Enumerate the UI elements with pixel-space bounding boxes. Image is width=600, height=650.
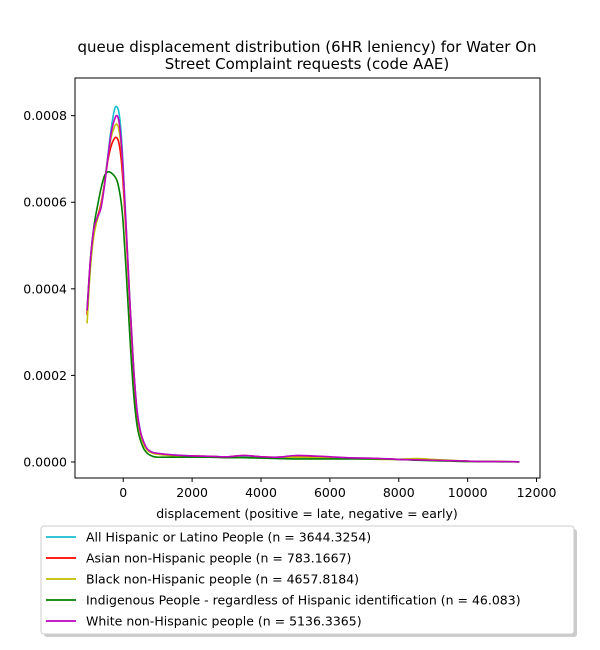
x-tick-label: 12000 [517, 485, 557, 500]
legend: All Hispanic or Latino People (n = 3644.… [40, 525, 577, 637]
legend-label-5: White non-Hispanic people (n = 5136.3365… [86, 614, 362, 629]
x-tick-label: 8000 [383, 485, 415, 500]
plot-frame [74, 77, 541, 479]
plot-area [75, 78, 540, 478]
legend-entries: All Hispanic or Latino People (n = 3644.… [46, 530, 521, 629]
legend-label-3: Black non-Hispanic people (n = 4657.8184… [86, 572, 359, 587]
legend-label-4: Indigenous People - regardless of Hispan… [86, 593, 521, 608]
x-tick-label: 4000 [245, 485, 277, 500]
x-axis: 0 2000 4000 6000 8000 10000 12000 [119, 478, 556, 500]
series-layer [86, 105, 520, 463]
y-tick-label: 0.0004 [23, 281, 67, 296]
x-tick-label: 2000 [176, 485, 208, 500]
legend-box [40, 525, 575, 635]
chart-title-line-2: Street Complaint requests (code AAE) [165, 55, 449, 73]
chart-title-line-1: queue displacement distribution (6HR len… [77, 38, 536, 56]
x-tick-label: 6000 [314, 485, 346, 500]
x-axis-label: displacement (positive = late, negative … [156, 506, 458, 521]
legend-label-2: Asian non-Hispanic people (n = 783.1667) [86, 551, 351, 566]
x-tick-label: 10000 [448, 485, 488, 500]
series-line-5 [86, 114, 520, 463]
chart-title: queue displacement distribution (6HR len… [77, 38, 536, 73]
y-tick-label: 0.0008 [23, 108, 67, 123]
y-axis: 0.0000 0.0002 0.0004 0.0006 0.0008 [23, 108, 75, 469]
legend-label-1: All Hispanic or Latino People (n = 3644.… [86, 530, 371, 545]
y-tick-label: 0.0006 [23, 195, 67, 210]
x-tick-label: 0 [119, 485, 127, 500]
y-tick-label: 0.0000 [23, 454, 67, 469]
y-tick-label: 0.0002 [23, 368, 67, 383]
